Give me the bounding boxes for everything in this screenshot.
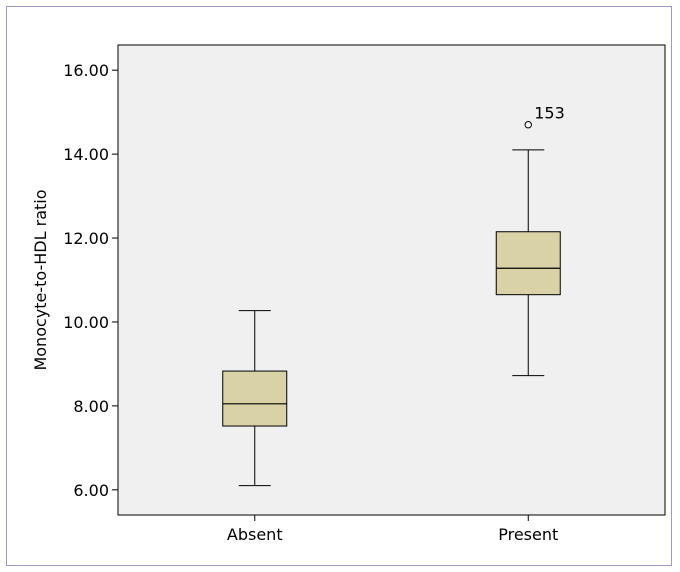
box-present: 153 (495, 104, 565, 377)
plot-area (117, 44, 666, 516)
y-tick-label: 16.00 (63, 61, 109, 80)
y-tick-label: 14.00 (63, 145, 109, 164)
boxes: 153 (222, 104, 565, 487)
x-tick-label: Absent (227, 525, 283, 544)
box-iqr (222, 370, 288, 427)
outlier-point (524, 121, 532, 129)
y-tick-label: 6.00 (73, 481, 109, 500)
box-iqr (495, 231, 561, 296)
y-tick-label: 12.00 (63, 229, 109, 248)
y-tick-label: 10.00 (63, 313, 109, 332)
x-tick-label: Present (498, 525, 558, 544)
x-axis: Absent Present (227, 515, 558, 544)
y-axis-title: Monocyte-to-HDL ratio (31, 189, 50, 370)
y-axis: 6.00 8.00 10.00 12.00 14.00 16.00 (63, 61, 118, 500)
outlier-label: 153 (534, 104, 565, 123)
box-absent (222, 310, 288, 487)
y-tick-label: 8.00 (73, 397, 109, 416)
